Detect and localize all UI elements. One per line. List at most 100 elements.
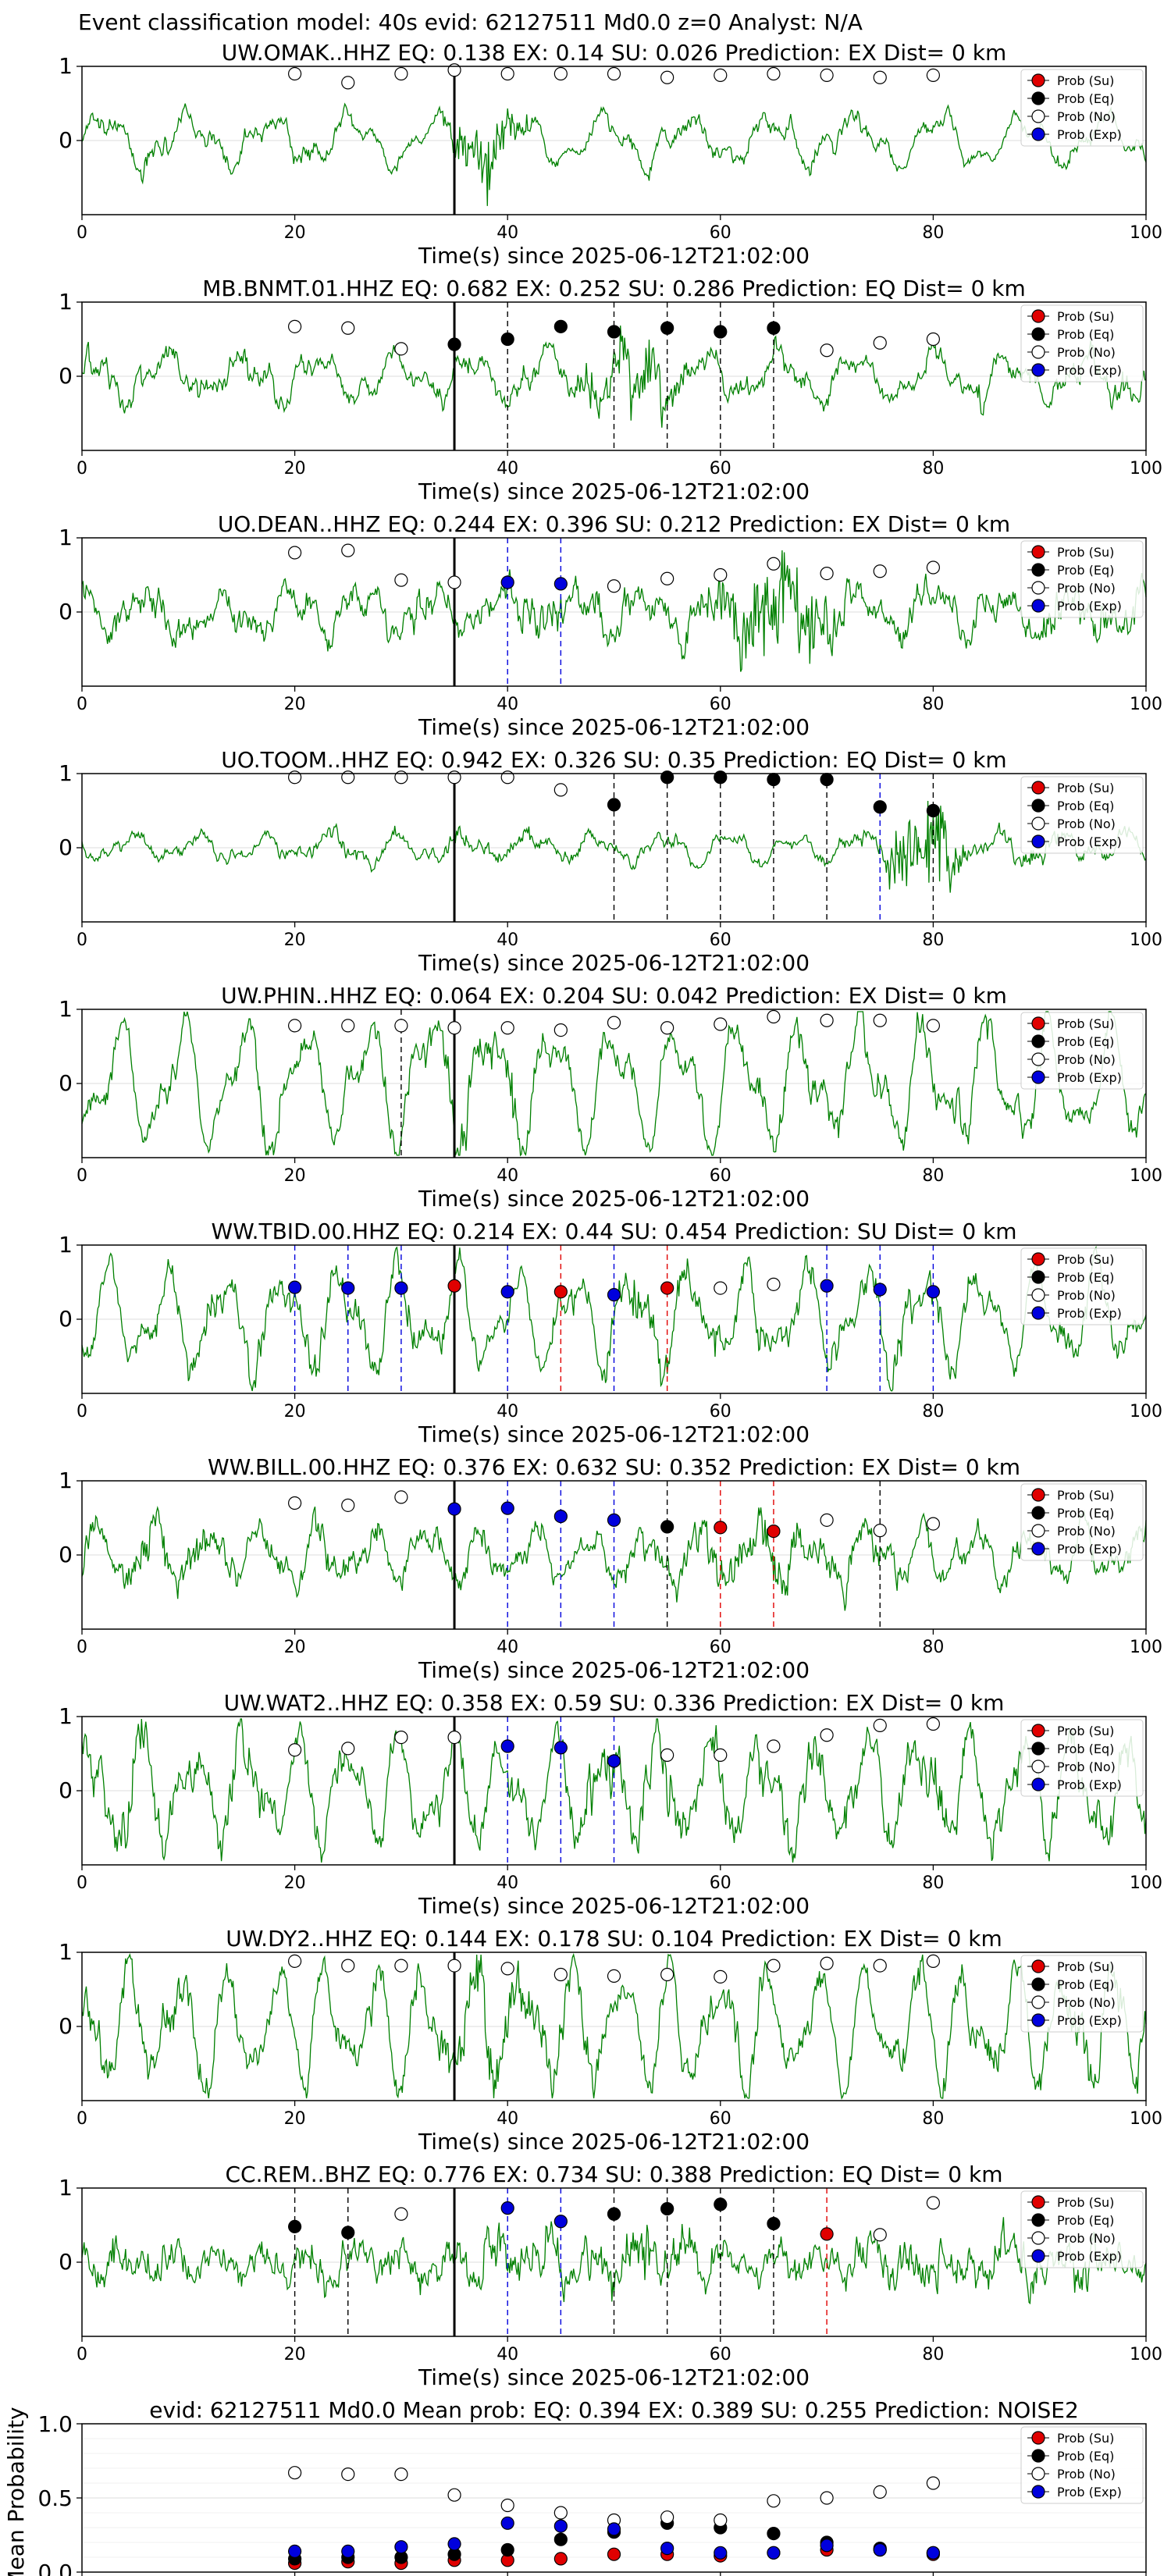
panels: UW.OMAK..HHZ EQ: 0.138 EX: 0.14 SU: 0.02… <box>3 40 1162 2576</box>
panel-title: UO.TOOM..HHZ EQ: 0.942 EX: 0.326 SU: 0.3… <box>221 747 1006 773</box>
legend-label-eq: Prob (Eq) <box>1057 563 1114 578</box>
marker-no <box>394 1490 408 1504</box>
marker-eq <box>714 770 728 785</box>
marker-no <box>394 66 408 81</box>
xtick-label: 100 <box>1130 1638 1162 1657</box>
marker-su <box>1031 781 1045 795</box>
marker-exp <box>447 1502 461 1516</box>
xtick-label: 80 <box>922 2109 944 2129</box>
marker-no <box>714 1748 728 1762</box>
marker-no <box>926 1954 941 1968</box>
marker-exp <box>607 2522 621 2536</box>
marker-eq <box>607 325 621 339</box>
marker-exp <box>607 1288 621 1302</box>
marker-no <box>714 1017 728 1031</box>
marker-eq <box>767 2217 781 2231</box>
xtick-label: 80 <box>922 2345 944 2364</box>
legend-label-no: Prob (No) <box>1057 109 1116 124</box>
xtick-label: 40 <box>497 2345 518 2364</box>
marker-exp <box>1031 2013 1045 2027</box>
xtick-label: 40 <box>497 1166 518 1186</box>
legend-label-no: Prob (No) <box>1057 345 1116 360</box>
xtick-label: 0 <box>77 1638 87 1657</box>
legend-box <box>1020 2190 1144 2268</box>
x-axis-label: Time(s) since 2025-06-12T21:02:00 <box>418 1893 810 1919</box>
ytick-label: 0 <box>59 2249 73 2275</box>
ytick-label: 0 <box>59 1777 73 1803</box>
panel-title: UW.PHIN..HHZ EQ: 0.064 EX: 0.204 SU: 0.0… <box>221 983 1007 1009</box>
marker-eq <box>767 772 781 787</box>
marker-su <box>607 2547 621 2561</box>
xtick-label: 100 <box>1130 459 1162 479</box>
ytick-label: 0 <box>59 599 73 624</box>
marker-no <box>926 68 941 83</box>
xtick-label: 20 <box>284 459 306 479</box>
marker-no <box>660 1967 674 1982</box>
marker-eq <box>820 772 834 787</box>
marker-no <box>553 66 568 81</box>
ytick-label: 0 <box>59 363 73 389</box>
marker-no <box>500 1962 514 1976</box>
marker-no <box>926 2196 941 2210</box>
marker-no <box>500 66 514 81</box>
marker-su <box>1031 545 1045 559</box>
xtick-label: 0 <box>77 223 87 243</box>
waveform-trace <box>81 800 1147 893</box>
legend-label-exp: Prob (Exp) <box>1057 599 1122 614</box>
station-panel: WW.TBID.00.HHZ EQ: 0.214 EX: 0.44 SU: 0.… <box>59 1219 1162 1447</box>
marker-no <box>394 342 408 356</box>
xtick-label: 60 <box>710 1166 731 1186</box>
marker-eq <box>1031 2449 1045 2463</box>
marker-no <box>394 1731 408 1745</box>
xtick-label: 100 <box>1130 930 1162 950</box>
marker-no <box>1031 109 1045 123</box>
marker-no <box>447 2488 461 2502</box>
marker-exp <box>926 2546 941 2560</box>
marker-eq <box>341 2226 355 2240</box>
marker-no <box>500 1021 514 1035</box>
marker-no <box>714 1281 728 1295</box>
marker-eq <box>1031 1742 1045 1756</box>
xtick-label: 100 <box>1130 223 1162 243</box>
xtick-label: 40 <box>497 695 518 714</box>
legend-label-su: Prob (Su) <box>1057 73 1114 88</box>
marker-exp <box>607 1513 621 1527</box>
panel-title: CC.REM..BHZ EQ: 0.776 EX: 0.734 SU: 0.38… <box>225 2161 1002 2187</box>
marker-exp <box>500 1501 514 1515</box>
xtick-label: 60 <box>710 2109 731 2129</box>
xtick-label: 0 <box>77 459 87 479</box>
panel-title: UW.WAT2..HHZ EQ: 0.358 EX: 0.59 SU: 0.33… <box>224 1690 1005 1716</box>
marker-no <box>820 68 834 83</box>
marker-no <box>873 1524 887 1538</box>
marker-no <box>394 573 408 587</box>
marker-eq <box>500 2542 514 2557</box>
marker-exp <box>341 1281 355 1295</box>
xtick-label: 20 <box>284 1638 306 1657</box>
marker-eq <box>1031 1034 1045 1048</box>
xtick-label: 80 <box>922 459 944 479</box>
x-axis-label: Time(s) since 2025-06-12T21:02:00 <box>418 1657 810 1683</box>
xtick-label: 100 <box>1130 1873 1162 1893</box>
xtick-label: 100 <box>1130 2109 1162 2129</box>
marker-no <box>1031 1995 1045 2009</box>
ytick-label: 1 <box>59 289 73 315</box>
marker-no <box>820 2491 834 2505</box>
legend-label-eq: Prob (Eq) <box>1057 327 1114 342</box>
marker-no <box>820 1728 834 1742</box>
marker-eq <box>553 319 568 333</box>
marker-exp <box>1031 2249 1045 2263</box>
panel-title: UO.DEAN..HHZ EQ: 0.244 EX: 0.396 SU: 0.2… <box>218 511 1010 537</box>
marker-no <box>394 2207 408 2221</box>
marker-no <box>341 321 355 335</box>
marker-no <box>873 1013 887 1027</box>
legend-label-eq: Prob (Eq) <box>1057 1977 1114 1992</box>
xtick-label: 0 <box>77 1166 87 1186</box>
legend-label-exp: Prob (Exp) <box>1057 1777 1122 1792</box>
xtick-label: 20 <box>284 1166 306 1186</box>
marker-no <box>873 2485 887 2499</box>
legend-box <box>1020 69 1144 147</box>
x-axis-label: Time(s) since 2025-06-12T21:02:00 <box>418 1421 810 1447</box>
marker-eq <box>767 2527 781 2541</box>
legend-label-exp: Prob (Exp) <box>1057 1306 1122 1321</box>
legend-label-exp: Prob (Exp) <box>1057 363 1122 378</box>
